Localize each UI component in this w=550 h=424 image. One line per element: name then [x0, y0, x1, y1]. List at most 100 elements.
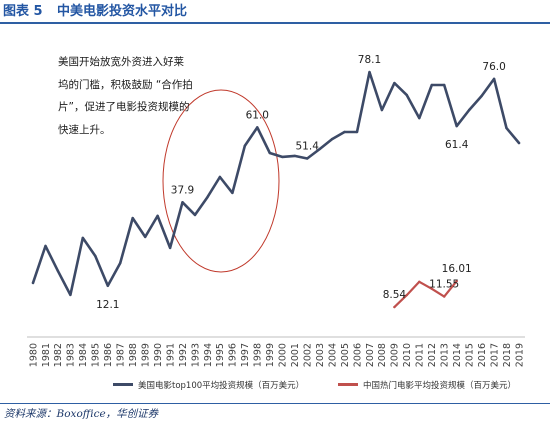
china-data-point [405, 293, 408, 297]
x-tick-label: 1995 [215, 343, 226, 367]
us-data-point [94, 254, 97, 258]
data-label: 61.0 [246, 109, 269, 121]
x-tick-label: 2002 [303, 343, 314, 367]
us-data-point [505, 126, 508, 130]
x-tick-label: 2009 [390, 343, 401, 367]
x-tick-label: 2003 [315, 343, 326, 367]
x-tick-label: 1983 [66, 343, 77, 367]
us-data-point [268, 151, 271, 155]
x-tick-label: 1982 [53, 343, 64, 367]
x-tick-label: 1999 [265, 343, 276, 367]
us-data-point [181, 201, 184, 204]
us-data-point [218, 175, 222, 179]
data-label: 37.9 [171, 184, 194, 196]
highlight-ellipse [162, 89, 280, 273]
us-data-point [281, 155, 284, 159]
us-data-point [380, 108, 384, 112]
us-data-point [243, 144, 246, 148]
us-data-point [318, 147, 321, 151]
x-tick-label: 1987 [116, 343, 127, 367]
legend-item-us: 美国电影top100平均投资规模（百万美元） [113, 380, 304, 392]
us-data-point [131, 216, 134, 220]
us-data-point [293, 154, 296, 158]
us-series-line [31, 70, 521, 297]
china-data-point [418, 280, 421, 283]
legend-label-us: 美国电影top100平均投资规模（百万美元） [138, 381, 305, 391]
figure-number: 图表 5 [3, 4, 43, 19]
x-tick-label: 1997 [240, 343, 251, 367]
us-data-point [455, 124, 458, 128]
us-data-point [418, 116, 421, 120]
us-data-point [430, 83, 433, 87]
x-tick-label: 1998 [253, 343, 264, 367]
x-tick-label: 1988 [128, 343, 139, 367]
x-tick-label: 2004 [327, 343, 338, 367]
x-tick-label: 1991 [165, 343, 176, 367]
annotation-line: 坞的门槛，积极鼓励 “合作拍 [58, 78, 193, 91]
us-data-point [443, 83, 446, 87]
x-tick-label: 1984 [78, 343, 89, 367]
china-data-point [393, 305, 396, 309]
figure-title: 中美电影投资水平对比 [57, 4, 188, 19]
x-tick-label: 2014 [452, 343, 463, 367]
x-tick-label: 1993 [190, 343, 201, 367]
us-data-point [256, 126, 259, 129]
us-data-point [343, 130, 346, 134]
x-tick-label: 2017 [489, 343, 500, 367]
data-label: 11.55 [429, 279, 459, 291]
us-data-point [69, 293, 72, 297]
us-data-point [44, 244, 47, 248]
legend-swatch-china [338, 383, 358, 386]
source-note: 资料来源：Boxoffice，华创证券 [4, 408, 159, 420]
china-data-point [455, 279, 458, 283]
us-data-point [355, 130, 359, 134]
us-data-point [193, 213, 197, 217]
us-data-point [119, 261, 122, 265]
us-data-point [56, 269, 60, 273]
x-tick-label: 1990 [153, 343, 164, 367]
data-label: 8.54 [383, 289, 407, 301]
x-tick-label: 2006 [352, 343, 363, 367]
legend-item-china: 中国热门电影平均投资规模（百万美元） [338, 380, 516, 392]
us-data-point [106, 284, 110, 287]
x-tick-label: 2010 [402, 343, 413, 367]
data-label: 61.4 [445, 139, 469, 151]
x-tick-label: 2000 [278, 343, 289, 367]
figure-header: 图表 5 中美电影投资水平对比 [3, 3, 187, 21]
annotation-note: 美国开始放宽外资进入好莱 坞的门槛，积极鼓励 “合作拍 片”，促进了电影投资规模… [58, 51, 193, 141]
x-tick-label: 2008 [377, 343, 388, 367]
china-data-point [443, 295, 446, 298]
legend-label-china: 中国热门电影平均投资规模（百万美元） [363, 381, 517, 391]
x-tick-label: 1985 [91, 343, 102, 367]
x-tick-label: 2019 [514, 343, 525, 367]
us-data-point [81, 236, 85, 240]
header-rule [0, 22, 550, 24]
x-tick-label: 2015 [465, 343, 476, 367]
us-data-point [31, 281, 35, 285]
x-tick-label: 1980 [28, 343, 39, 367]
x-tick-label: 2011 [415, 343, 426, 367]
x-tick-label: 2012 [427, 343, 438, 367]
china-data-point [430, 287, 433, 290]
x-tick-label: 1992 [178, 343, 189, 367]
x-tick-label: 2016 [477, 343, 488, 367]
us-data-point [206, 195, 209, 199]
us-data-point [168, 246, 172, 250]
annotation-line: 快速上升。 [58, 123, 111, 136]
x-tick-label: 1996 [228, 343, 239, 367]
annotation-line: 美国开始放宽外资进入好莱 [58, 56, 184, 68]
us-data-point [156, 214, 159, 218]
us-data-point [144, 235, 147, 239]
x-tick-label: 2001 [290, 343, 301, 367]
footer-rule [0, 403, 550, 404]
x-tick-label: 2005 [340, 343, 351, 367]
us-data-point [405, 93, 408, 97]
us-data-point [517, 141, 521, 145]
x-tick-label: 1986 [103, 343, 114, 367]
us-data-point [492, 77, 496, 81]
us-data-point [468, 108, 471, 112]
data-label: 78.1 [358, 54, 381, 66]
us-data-point [393, 81, 396, 85]
x-tick-label: 1989 [141, 343, 152, 367]
